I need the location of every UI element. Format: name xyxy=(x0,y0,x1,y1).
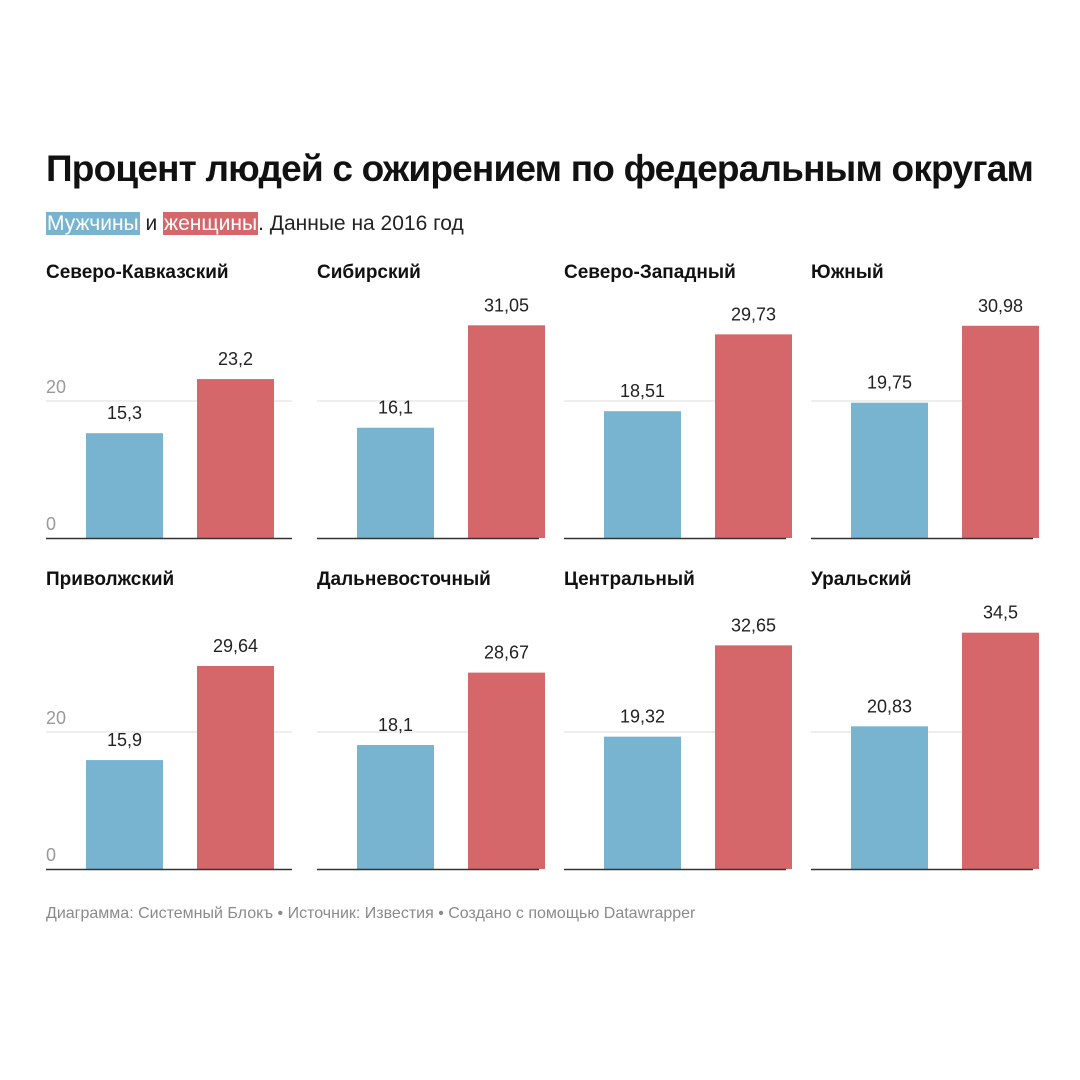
bar-value-label: 15,3 xyxy=(107,403,142,423)
panel-title: Дальневосточный xyxy=(317,569,491,590)
bar-women xyxy=(715,645,792,869)
bar-men xyxy=(604,411,681,538)
bar-value-label: 16,1 xyxy=(378,398,413,418)
bar-women xyxy=(197,665,274,869)
bar-value-label: 31,05 xyxy=(484,295,529,315)
panel-title: Северо-Кавказский xyxy=(46,262,229,283)
bar-value-label: 19,32 xyxy=(620,707,665,727)
panel-title: Северо-Западный xyxy=(564,262,736,283)
panel-title: Уральский xyxy=(811,569,911,590)
bar-women xyxy=(962,632,1039,869)
bar-women xyxy=(962,325,1039,538)
bar-value-label: 29,64 xyxy=(213,636,258,656)
bar-value-label: 20,83 xyxy=(867,696,912,716)
y-tick-label: 20 xyxy=(46,708,66,728)
bar-value-label: 30,98 xyxy=(978,296,1023,316)
bar-men xyxy=(86,760,163,869)
bar-women xyxy=(715,334,792,538)
panel-title: Приволжский xyxy=(46,569,174,590)
legend-women: женщины xyxy=(163,212,259,235)
y-tick-label: 20 xyxy=(46,377,66,397)
bar-women xyxy=(197,379,274,538)
bar-value-label: 18,51 xyxy=(620,381,665,401)
panel-title: Южный xyxy=(811,262,884,283)
panel-title: Центральный xyxy=(564,569,695,590)
bar-value-label: 29,73 xyxy=(731,304,776,324)
bar-value-label: 23,2 xyxy=(218,349,253,369)
bar-value-label: 32,65 xyxy=(731,615,776,635)
bar-value-label: 15,9 xyxy=(107,730,142,750)
bar-value-label: 28,67 xyxy=(484,643,529,663)
y-tick-label: 0 xyxy=(46,514,56,534)
bar-men xyxy=(357,745,434,869)
bar-men xyxy=(604,736,681,869)
bar-women xyxy=(468,672,545,869)
bar-women xyxy=(468,325,545,538)
chart-subtitle: Мужчины и женщины. Данные на 2016 год xyxy=(46,212,464,236)
panel-title: Сибирский xyxy=(317,262,421,283)
bar-men xyxy=(86,433,163,538)
bar-men xyxy=(357,427,434,538)
subtitle-rest: . Данные на 2016 год xyxy=(258,212,464,235)
y-tick-label: 0 xyxy=(46,845,56,865)
bar-value-label: 18,1 xyxy=(378,715,413,735)
legend-men: Мужчины xyxy=(46,212,140,235)
bar-men xyxy=(851,726,928,869)
bar-value-label: 34,5 xyxy=(983,603,1018,623)
bar-value-label: 19,75 xyxy=(867,373,912,393)
chart-footer: Диаграмма: Системный Блокъ • Источник: И… xyxy=(46,905,696,922)
bar-men xyxy=(851,402,928,538)
subtitle-and: и xyxy=(139,212,164,235)
chart-title: Процент людей с ожирением по федеральным… xyxy=(46,148,1034,189)
